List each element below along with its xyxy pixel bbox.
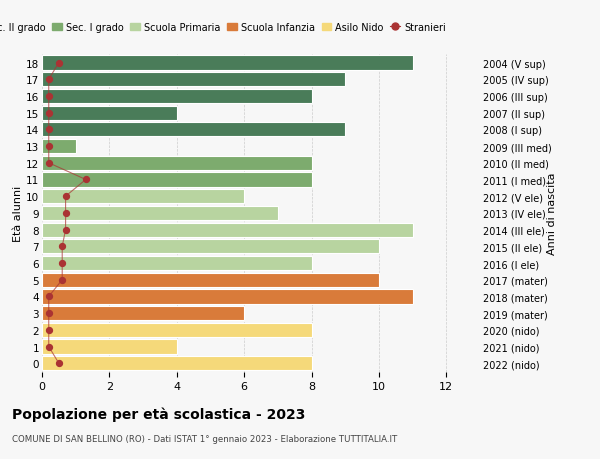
Bar xyxy=(42,356,311,370)
Point xyxy=(44,326,53,334)
Bar xyxy=(42,340,177,354)
Point xyxy=(44,110,53,117)
Bar xyxy=(42,173,311,187)
Bar xyxy=(42,240,379,254)
Legend: Sec. II grado, Sec. I grado, Scuola Primaria, Scuola Infanzia, Asilo Nido, Stran: Sec. II grado, Sec. I grado, Scuola Prim… xyxy=(0,19,449,37)
Point xyxy=(44,343,53,351)
Bar xyxy=(42,190,244,204)
Bar xyxy=(42,90,311,104)
Bar xyxy=(42,73,345,87)
Bar xyxy=(42,323,311,337)
Bar xyxy=(42,157,311,170)
Point xyxy=(44,293,53,301)
Point xyxy=(44,143,53,151)
Bar xyxy=(42,223,413,237)
Bar xyxy=(42,207,278,220)
Point xyxy=(61,226,70,234)
Point xyxy=(44,93,53,101)
Point xyxy=(61,210,70,217)
Point xyxy=(44,76,53,84)
Point xyxy=(44,126,53,134)
Bar xyxy=(42,106,177,121)
Y-axis label: Anni di nascita: Anni di nascita xyxy=(547,172,557,255)
Point xyxy=(58,260,67,267)
Y-axis label: Età alunni: Età alunni xyxy=(13,185,23,241)
Point xyxy=(58,276,67,284)
Point xyxy=(44,310,53,317)
Point xyxy=(44,160,53,167)
Text: COMUNE DI SAN BELLINO (RO) - Dati ISTAT 1° gennaio 2023 - Elaborazione TUTTITALI: COMUNE DI SAN BELLINO (RO) - Dati ISTAT … xyxy=(12,434,397,443)
Point xyxy=(58,243,67,251)
Text: Popolazione per età scolastica - 2023: Popolazione per età scolastica - 2023 xyxy=(12,406,305,421)
Bar xyxy=(42,306,244,320)
Bar xyxy=(42,290,413,304)
Point xyxy=(81,176,91,184)
Bar xyxy=(42,273,379,287)
Bar xyxy=(42,56,413,71)
Point xyxy=(54,360,64,367)
Bar xyxy=(42,123,345,137)
Bar xyxy=(42,257,311,270)
Bar xyxy=(42,140,76,154)
Point xyxy=(61,193,70,201)
Point xyxy=(54,60,64,67)
